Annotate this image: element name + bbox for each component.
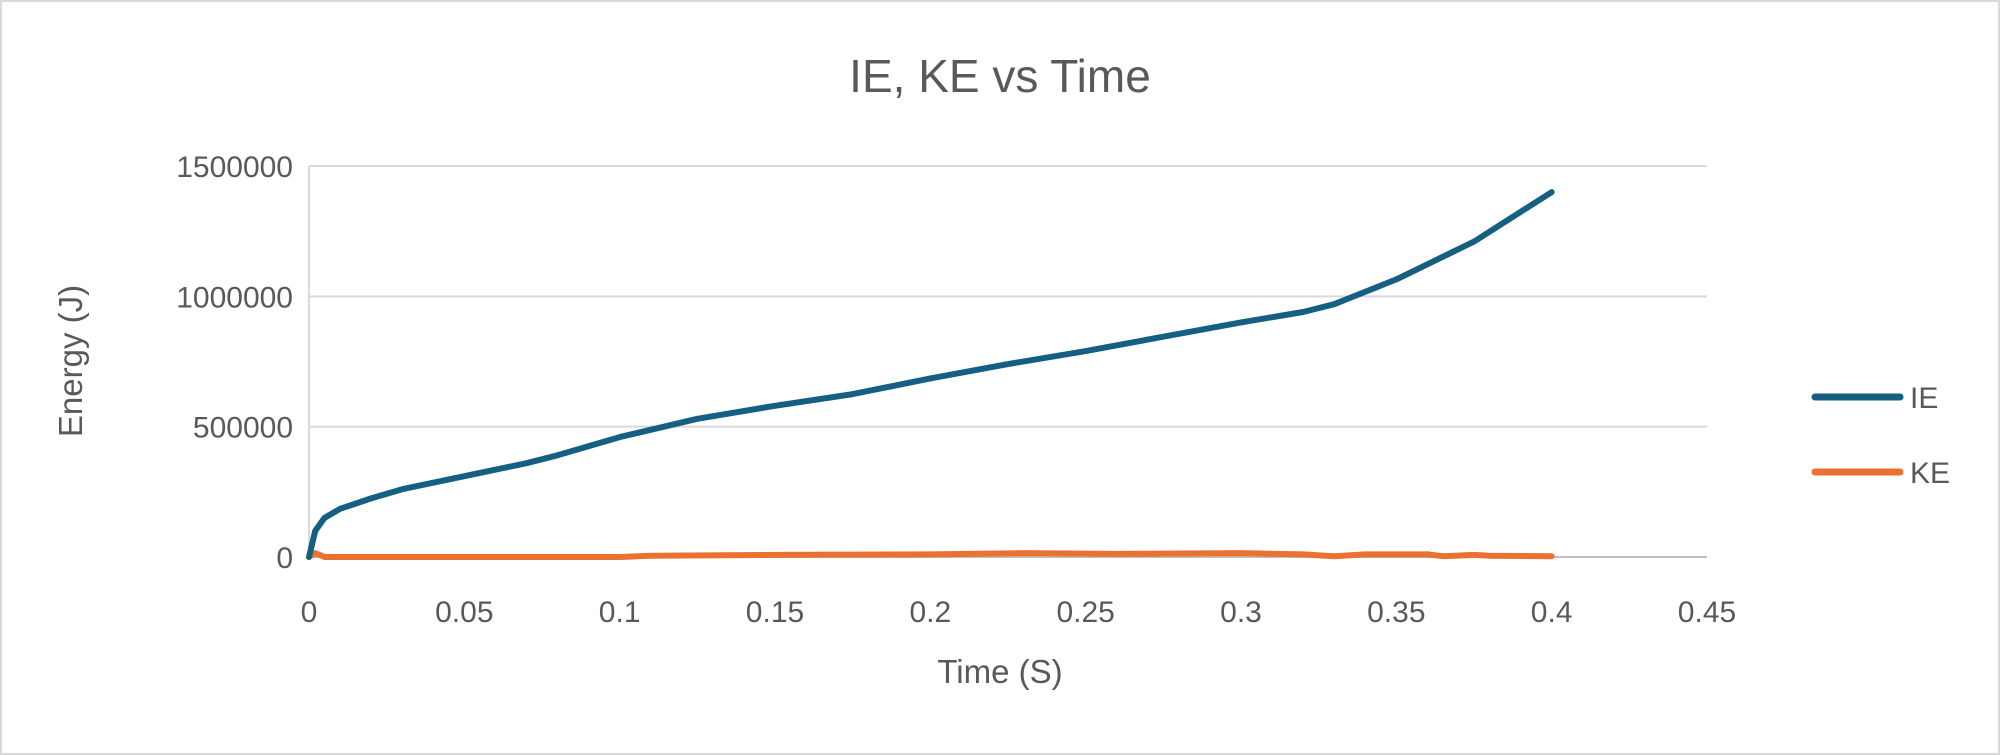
legend: IE KE [1811,382,1950,490]
y-tick-labels: 0 500000 1000000 1500000 [176,151,293,575]
y-tick-label: 1000000 [176,281,293,314]
series-line-ke [306,550,1555,560]
legend-label-ke: KE [1910,457,1950,490]
y-axis-title: Energy (J) [52,285,89,437]
x-tick-label: 0 [301,596,318,629]
x-tick-labels: 0 0.05 0.1 0.15 0.2 0.25 0.3 0.35 0.4 0.45 [301,596,1737,629]
x-tick-label: 0.3 [1220,596,1262,629]
series-lines [306,189,1555,560]
x-tick-label: 0.2 [909,596,951,629]
x-tick-label: 0.35 [1367,596,1425,629]
y-tick-label: 500000 [193,412,293,445]
x-tick-label: 0.45 [1678,596,1736,629]
x-tick-label: 0.4 [1531,596,1573,629]
y-tick-label: 1500000 [176,151,293,184]
chart-title: IE, KE vs Time [849,50,1151,102]
y-tick-label: 0 [276,542,293,575]
x-tick-label: 0.1 [599,596,641,629]
x-tick-label: 0.25 [1056,596,1114,629]
x-axis-title: Time (S) [937,653,1062,690]
x-tick-label: 0.05 [435,596,493,629]
series-line-ie [306,189,1555,560]
x-tick-label: 0.15 [746,596,804,629]
legend-label-ie: IE [1910,382,1938,415]
